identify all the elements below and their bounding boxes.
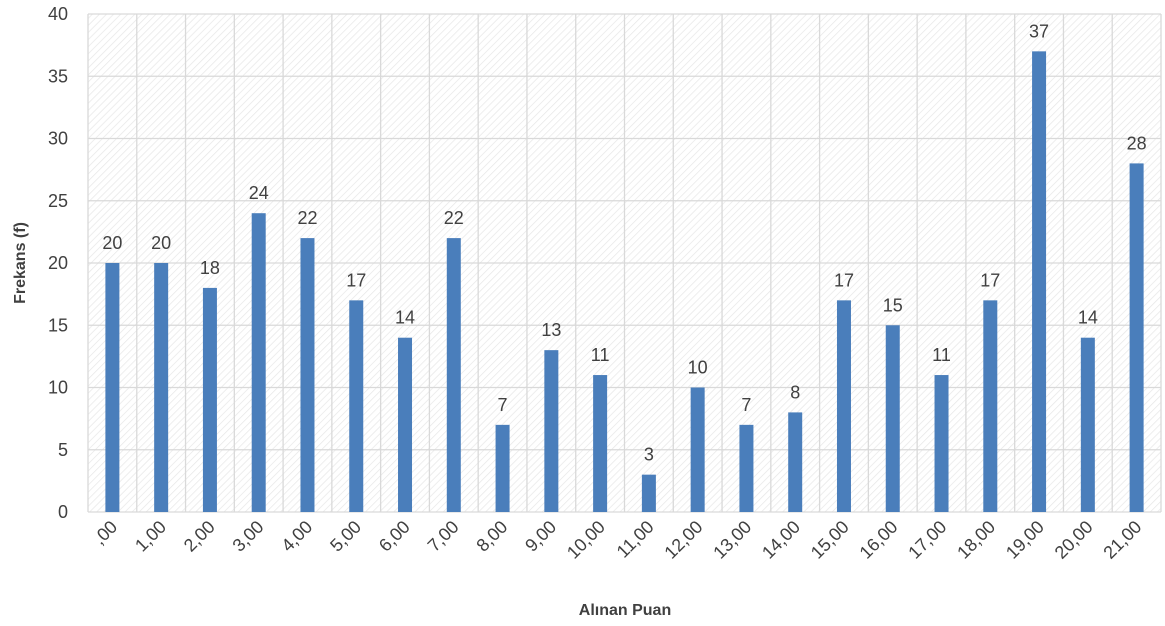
bar	[641, 474, 656, 512]
x-tick-label: 1,00	[131, 517, 170, 556]
data-label: 14	[1078, 308, 1098, 328]
bar	[690, 387, 705, 512]
x-tick-label: 9,00	[521, 517, 560, 556]
x-tick-label: 7,00	[424, 517, 463, 556]
x-tick-label: 19,00	[1002, 517, 1048, 563]
x-tick-label: ,00	[89, 517, 121, 549]
y-tick-label: 10	[48, 378, 68, 398]
data-label: 24	[249, 183, 269, 203]
y-axis-title: Frekans (f)	[12, 222, 29, 304]
y-tick-label: 40	[48, 4, 68, 24]
bar	[349, 300, 364, 512]
y-tick-label: 35	[48, 66, 68, 86]
bar	[836, 300, 851, 512]
bar	[885, 325, 900, 512]
y-tick-label: 15	[48, 315, 68, 335]
x-tick-label: 13,00	[709, 517, 755, 563]
x-axis-ticks: ,00 1,00 2,00 3,00 4,00 5,00 6,00 7,00 8,00 9,00 1…	[89, 517, 1145, 563]
x-tick-label: 5,00	[326, 517, 365, 556]
bars	[105, 51, 1144, 512]
x-tick-label: 12,00	[660, 517, 706, 563]
y-tick-label: 5	[58, 440, 68, 460]
data-label: 13	[541, 320, 561, 340]
bar	[300, 238, 315, 512]
x-tick-label: 3,00	[229, 517, 268, 556]
y-tick-label: 25	[48, 191, 68, 211]
bar	[593, 375, 608, 512]
data-label: 11	[591, 345, 610, 365]
y-axis-ticks: 0 5 10 15 20 25 30 35 40	[48, 4, 68, 522]
x-axis-title: Alınan Puan	[579, 602, 671, 619]
data-label: 8	[790, 382, 800, 402]
bar	[1129, 163, 1144, 512]
data-label: 37	[1029, 21, 1049, 41]
bar	[934, 375, 949, 512]
bar	[446, 238, 461, 512]
data-label: 11	[932, 345, 951, 365]
bar	[983, 300, 998, 512]
data-label: 7	[498, 395, 508, 415]
data-label: 18	[200, 258, 220, 278]
x-tick-label: 20,00	[1051, 517, 1097, 563]
bar	[495, 424, 510, 512]
data-label: 17	[834, 270, 854, 290]
y-tick-label: 0	[58, 502, 68, 522]
data-label: 22	[297, 208, 317, 228]
data-label: 22	[444, 208, 464, 228]
bar	[544, 350, 559, 512]
x-tick-label: 21,00	[1099, 517, 1145, 563]
x-tick-label: 15,00	[807, 517, 853, 563]
x-tick-label: 6,00	[375, 517, 414, 556]
bar	[105, 263, 120, 512]
x-tick-label: 2,00	[180, 517, 219, 556]
data-label: 20	[151, 233, 171, 253]
bar	[251, 213, 266, 512]
data-labels: 20 20 18 24 22 17 14 22 7 13 11 3 10 7 8 17 15 11 17 37 14 28	[102, 21, 1146, 464]
x-tick-label: 10,00	[563, 517, 609, 563]
data-label: 14	[395, 308, 415, 328]
y-tick-label: 20	[48, 253, 68, 273]
y-tick-label: 30	[48, 129, 68, 149]
data-label: 17	[980, 270, 1000, 290]
x-tick-label: 8,00	[472, 517, 511, 556]
bar	[202, 287, 217, 512]
data-label: 3	[644, 445, 654, 465]
data-label: 28	[1127, 133, 1147, 153]
bar	[398, 337, 413, 512]
x-tick-label: 4,00	[277, 517, 316, 556]
bar	[154, 263, 169, 512]
data-label: 17	[346, 270, 366, 290]
x-tick-label: 17,00	[904, 517, 950, 563]
gridlines	[87, 13, 1162, 513]
x-tick-label: 18,00	[953, 517, 999, 563]
bar	[739, 424, 754, 512]
data-label: 15	[883, 295, 903, 315]
bar	[788, 412, 803, 512]
bar	[1080, 337, 1095, 512]
data-label: 7	[741, 395, 751, 415]
x-tick-label: 14,00	[758, 517, 804, 563]
data-label: 20	[102, 233, 122, 253]
bar	[1032, 51, 1047, 512]
x-tick-label: 16,00	[856, 517, 902, 563]
data-label: 10	[688, 358, 708, 378]
x-tick-label: 11,00	[613, 517, 658, 562]
